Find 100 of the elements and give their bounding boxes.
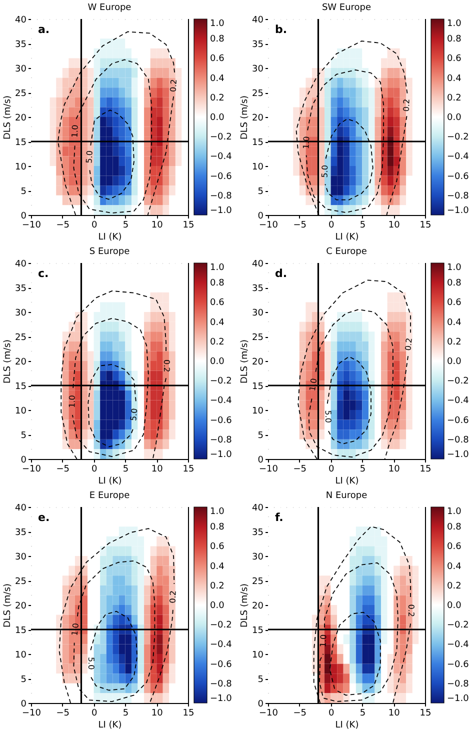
y-tick-label: 15 — [252, 382, 264, 392]
x-tick-label: 10 — [151, 464, 164, 474]
text: 0.2 — [168, 590, 178, 604]
text: 1.0 — [68, 394, 77, 408]
text: 1.0 — [302, 136, 312, 150]
x-axis-title: LI (K) — [335, 720, 359, 730]
y-axis-title: DLS (m/s) — [3, 583, 14, 628]
x-tick-label: 0 — [91, 708, 98, 718]
y-tick-label: 0 — [20, 212, 27, 222]
color-bar-label: 0.0 — [447, 357, 462, 367]
color-bar-label: 0.4 — [447, 74, 462, 84]
y-tick-label: 5 — [20, 431, 26, 441]
y-tick-label: 20 — [15, 602, 27, 612]
y-tick-label: 25 — [252, 333, 264, 343]
color-bar-label: −0.8 — [210, 435, 232, 446]
text: 0.2 — [402, 98, 412, 112]
y-tick-label: 40 — [15, 504, 27, 514]
y-tick-label: 0 — [258, 212, 264, 222]
color-bar-label: −0.4 — [210, 396, 232, 406]
y-tick-label: 20 — [252, 358, 264, 368]
color-bar-label: 0.6 — [210, 298, 225, 308]
color-bar-label: 0.8 — [210, 278, 225, 289]
text: 1.0 — [70, 622, 81, 636]
x-tick-label: −5 — [293, 220, 307, 230]
y-tick-label: 0 — [20, 456, 27, 466]
y-tick-label: 10 — [252, 650, 264, 660]
color-bar-label: −0.6 — [210, 172, 232, 182]
color-bar-label: 0.4 — [210, 74, 225, 84]
color-bar-label: −1.0 — [210, 694, 232, 704]
color-bar-label: −0.6 — [447, 660, 470, 670]
x-tick-label: −10 — [22, 708, 42, 718]
color-bar-label: −1.0 — [447, 694, 470, 704]
color-bar-label: 0.4 — [447, 562, 462, 572]
x-tick-label: −10 — [259, 708, 278, 718]
color-bar-label: −0.2 — [210, 376, 232, 387]
color-bar-label: −0.4 — [210, 640, 232, 650]
x-tick-label: 0 — [328, 220, 334, 230]
y-tick-label: 30 — [15, 552, 27, 562]
y-tick-label: 5 — [258, 675, 264, 685]
x-tick-label: −10 — [259, 220, 278, 230]
color-bar-label: −0.4 — [447, 152, 470, 162]
color-bar-label: −0.6 — [210, 660, 232, 670]
color-bar-label: −0.8 — [210, 191, 232, 202]
x-tick-label: −10 — [259, 464, 278, 474]
color-bar-label: −0.6 — [447, 172, 470, 182]
x-tick-label: −5 — [56, 464, 70, 474]
x-tick-label: −5 — [293, 464, 307, 474]
y-tick-label: 15 — [252, 626, 264, 636]
color-bar-label: −0.8 — [210, 679, 232, 690]
y-tick-label: 30 — [15, 308, 27, 318]
x-tick-label: 0 — [328, 464, 334, 474]
y-tick-label: 35 — [15, 40, 26, 50]
y-tick-label: 20 — [252, 114, 264, 124]
text: 5.0 — [86, 656, 96, 670]
color-bar-label: 0.8 — [447, 34, 462, 45]
y-axis-title: DLS (m/s) — [240, 95, 250, 140]
y-tick-label: 35 — [252, 528, 264, 538]
color-bar-label: 0.2 — [210, 93, 224, 104]
y-tick-label: 35 — [15, 528, 26, 538]
color-bar-label: 0.2 — [447, 337, 462, 348]
y-tick-label: 25 — [252, 89, 264, 99]
y-tick-label: 10 — [15, 406, 27, 416]
y-axis-title: DLS (m/s) — [240, 339, 250, 384]
y-tick-label: 0 — [20, 700, 27, 710]
x-axis-title: LI (K) — [335, 476, 359, 486]
y-tick-label: 20 — [252, 602, 264, 612]
color-bar-label: 0.4 — [447, 318, 462, 328]
x-tick-label: 5 — [360, 464, 366, 474]
x-tick-label: −5 — [293, 708, 307, 718]
y-tick-label: 15 — [15, 382, 26, 392]
x-tick-label: 5 — [360, 708, 366, 718]
color-bar-label: 0.6 — [447, 54, 462, 64]
color-bar-label: −0.2 — [447, 620, 469, 631]
color-bar-label: 1.0 — [447, 263, 462, 273]
color-bar-label: 0.8 — [210, 522, 225, 533]
y-tick-label: 30 — [15, 64, 27, 74]
color-bar-label: 0.6 — [210, 54, 225, 64]
chart-title: C Europe — [326, 247, 368, 257]
y-tick-label: 5 — [20, 675, 26, 685]
y-axis-title: DLS (m/s) — [240, 583, 250, 628]
y-tick-label: 40 — [252, 260, 264, 270]
text: 5.0 — [323, 410, 333, 424]
x-tick-label: −10 — [22, 220, 42, 230]
chart-title: E Europe — [89, 491, 130, 501]
color-bar-label: 0.8 — [447, 522, 462, 533]
y-tick-label: 10 — [15, 650, 27, 660]
text: 0.2 — [406, 604, 416, 617]
color-bar-label: −0.6 — [447, 416, 470, 426]
x-tick-label: 15 — [420, 708, 432, 718]
text: 0.2 — [168, 78, 179, 92]
color-bar-label: 0.6 — [447, 542, 462, 552]
x-tick-label: 15 — [182, 220, 194, 230]
color-bar-label: 0.2 — [447, 581, 462, 592]
y-tick-label: 20 — [15, 114, 27, 124]
x-tick-label: −5 — [56, 708, 70, 718]
color-bar-label: −0.2 — [210, 620, 232, 631]
y-tick-label: 35 — [252, 284, 264, 294]
y-tick-label: 25 — [252, 577, 264, 587]
x-tick-label: 5 — [122, 464, 129, 474]
color-bar-label: −0.4 — [210, 152, 232, 162]
